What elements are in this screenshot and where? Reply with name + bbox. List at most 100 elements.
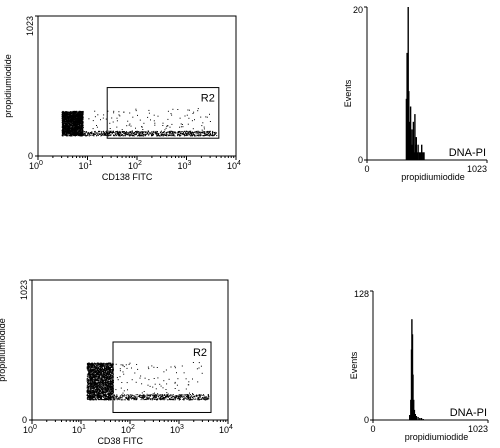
scatter-point — [110, 363, 112, 365]
scatter-point — [67, 122, 69, 124]
scatter-point — [67, 123, 69, 125]
scatter-point — [96, 125, 97, 126]
scatter-point — [99, 363, 101, 365]
scatter-point — [175, 132, 177, 134]
scatter-point — [88, 366, 90, 368]
scatter-point — [93, 392, 95, 394]
scatter-point — [114, 135, 116, 137]
scatter-point — [99, 384, 101, 386]
scatter-point — [97, 392, 99, 394]
scatter-point — [108, 398, 110, 400]
scatter-point — [87, 368, 89, 370]
scatter-point — [95, 394, 97, 396]
scatter-point — [66, 111, 68, 113]
scatter-point — [92, 387, 94, 389]
scatter-point — [109, 398, 110, 400]
scatter-point — [88, 364, 90, 366]
scatter-point — [95, 374, 97, 376]
scatter-point — [70, 115, 72, 117]
scatter-point — [69, 124, 71, 126]
scatter-point — [160, 134, 162, 136]
scatter-point — [100, 363, 102, 365]
scatter-point — [108, 369, 110, 371]
scatter-point — [117, 131, 118, 133]
scatter-point — [110, 366, 112, 368]
scatter-point — [98, 373, 100, 375]
scatter-point — [111, 378, 113, 380]
scatter-point — [169, 132, 170, 134]
scatter-point — [198, 133, 200, 135]
scatter-point — [104, 399, 106, 401]
scatter-point — [205, 116, 207, 118]
scatter-point — [71, 129, 73, 130]
scatter-point — [94, 132, 96, 133]
scatter-point — [193, 111, 195, 113]
scatter-point — [74, 124, 76, 126]
scatter-point — [191, 395, 193, 397]
scatter-point — [96, 386, 97, 388]
scatter-point — [179, 131, 181, 133]
scatter-point — [175, 132, 177, 134]
scatter-point — [66, 127, 68, 129]
scatter-point — [81, 113, 83, 115]
scatter-point — [127, 132, 129, 134]
scatter-point — [67, 129, 68, 131]
scatter-point — [103, 391, 105, 393]
scatter-point — [96, 367, 98, 369]
scatter-point — [107, 395, 109, 397]
scatter-point — [69, 127, 70, 129]
scatter-point — [111, 396, 113, 398]
scatter-point — [156, 133, 158, 135]
scatter-point — [119, 399, 121, 401]
scatter-point — [215, 133, 217, 135]
scatter-point — [94, 378, 96, 380]
scatter-point — [69, 122, 71, 124]
scatter-point — [214, 131, 216, 133]
scatter-point — [70, 121, 72, 123]
scatter-point — [184, 134, 186, 136]
scatter-point — [151, 132, 153, 134]
scatter-point — [100, 370, 102, 372]
scatter-point — [103, 134, 105, 136]
scatter-point — [88, 118, 90, 120]
scatter-point — [68, 133, 70, 135]
scatter-point — [79, 120, 81, 122]
scatter-point — [88, 133, 90, 135]
scatter-point — [155, 130, 157, 132]
scatter-point — [65, 112, 66, 114]
scatter-point — [76, 116, 78, 118]
scatter-point — [101, 380, 103, 381]
scatter-point — [153, 130, 155, 132]
scatter-point — [92, 387, 93, 389]
scatter-point — [109, 377, 111, 379]
scatter-point — [80, 127, 82, 129]
scatter-point — [64, 128, 66, 130]
scatter-point — [70, 114, 72, 116]
scatter-point — [92, 386, 94, 388]
scatter-point — [65, 113, 67, 115]
scatter-point — [81, 126, 83, 128]
scatter-point — [72, 132, 74, 134]
scatter-point — [204, 131, 205, 133]
scatter-point — [204, 398, 206, 400]
scatter-point — [101, 376, 103, 378]
scatter-point — [80, 110, 82, 112]
scatter-point — [134, 131, 135, 133]
scatter-point — [92, 393, 94, 395]
scatter-point — [62, 114, 64, 116]
scatter-point — [122, 134, 123, 136]
scatter-point — [100, 379, 102, 381]
scatter-point — [161, 133, 163, 135]
scatter-point — [128, 396, 130, 398]
scatter-point — [92, 385, 94, 387]
gate-label: R2 — [201, 93, 215, 105]
scatter-point — [201, 129, 203, 131]
scatter-point — [68, 128, 70, 130]
scatter-point — [93, 369, 95, 371]
scatter-point — [65, 115, 66, 116]
scatter-point — [170, 130, 172, 132]
scatter-point — [106, 372, 108, 374]
scatter-point — [85, 135, 87, 137]
